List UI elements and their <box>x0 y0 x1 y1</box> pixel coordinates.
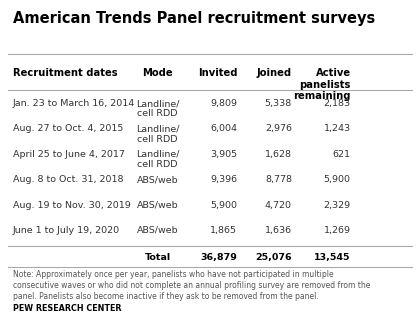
Text: 2,329: 2,329 <box>323 201 351 210</box>
Text: Landline/
cell RDD: Landline/ cell RDD <box>136 150 179 169</box>
Text: PEW RESEARCH CENTER: PEW RESEARCH CENTER <box>13 304 121 313</box>
Text: Recruitment dates: Recruitment dates <box>13 68 117 78</box>
Text: 36,879: 36,879 <box>200 253 237 262</box>
Text: 5,900: 5,900 <box>324 175 351 184</box>
Text: 13,545: 13,545 <box>314 253 351 262</box>
Text: 3,905: 3,905 <box>210 150 237 159</box>
Text: 6,004: 6,004 <box>210 124 237 134</box>
Text: June 1 to July 19, 2020: June 1 to July 19, 2020 <box>13 226 120 235</box>
Text: ABS/web: ABS/web <box>136 226 178 235</box>
Text: 1,243: 1,243 <box>323 124 351 134</box>
Text: Landline/
cell RDD: Landline/ cell RDD <box>136 99 179 118</box>
Text: ABS/web: ABS/web <box>136 175 178 184</box>
Text: Joined: Joined <box>257 68 292 78</box>
Text: 25,076: 25,076 <box>255 253 292 262</box>
Text: Active
panelists
remaining: Active panelists remaining <box>293 68 351 101</box>
Text: 8,778: 8,778 <box>265 175 292 184</box>
Text: 1,636: 1,636 <box>265 226 292 235</box>
Text: 1,269: 1,269 <box>324 226 351 235</box>
Text: Jan. 23 to March 16, 2014: Jan. 23 to March 16, 2014 <box>13 99 135 108</box>
Text: Aug. 19 to Nov. 30, 2019: Aug. 19 to Nov. 30, 2019 <box>13 201 130 210</box>
Text: 9,809: 9,809 <box>210 99 237 108</box>
Text: 5,900: 5,900 <box>210 201 237 210</box>
Text: American Trends Panel recruitment surveys: American Trends Panel recruitment survey… <box>13 11 375 26</box>
Text: 9,396: 9,396 <box>210 175 237 184</box>
Text: ABS/web: ABS/web <box>136 201 178 210</box>
Text: Aug. 8 to Oct. 31, 2018: Aug. 8 to Oct. 31, 2018 <box>13 175 123 184</box>
Text: 2,183: 2,183 <box>323 99 351 108</box>
Text: 4,720: 4,720 <box>265 201 292 210</box>
Text: Total: Total <box>144 253 171 262</box>
Text: 5,338: 5,338 <box>265 99 292 108</box>
Text: Invited: Invited <box>198 68 237 78</box>
Text: April 25 to June 4, 2017: April 25 to June 4, 2017 <box>13 150 124 159</box>
Text: 621: 621 <box>333 150 351 159</box>
Text: 1,865: 1,865 <box>210 226 237 235</box>
Text: Landline/
cell RDD: Landline/ cell RDD <box>136 124 179 144</box>
Text: Aug. 27 to Oct. 4, 2015: Aug. 27 to Oct. 4, 2015 <box>13 124 123 134</box>
Text: Mode: Mode <box>142 68 173 78</box>
Text: 2,976: 2,976 <box>265 124 292 134</box>
Text: 1,628: 1,628 <box>265 150 292 159</box>
Text: Note: Approximately once per year, panelists who have not participated in multip: Note: Approximately once per year, panel… <box>13 270 370 301</box>
